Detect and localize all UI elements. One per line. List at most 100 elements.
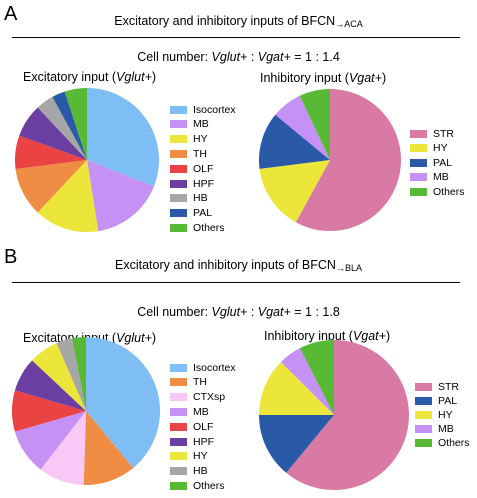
title-italic: Vglut+ (116, 70, 152, 84)
pie-slice-hb (56, 338, 86, 411)
title-suffix: ) (385, 329, 391, 343)
legend-swatch (415, 396, 432, 405)
legend-swatch (170, 393, 187, 402)
legend-item-isocortex: Isocortex (170, 361, 236, 374)
legend-label: Others (438, 436, 470, 449)
panel-b-header-sub: →BLA (335, 263, 362, 273)
ratio-prefix: Cell number: (137, 50, 212, 64)
pie-slice-hb (37, 96, 87, 160)
pie-slice-pal (52, 91, 87, 160)
legend-label: PAL (193, 207, 213, 220)
legend-item-isocortex: Isocortex (170, 103, 236, 116)
legend-item-pal: PAL (410, 156, 453, 169)
legend-swatch (170, 407, 187, 416)
pie-slice-th (15, 160, 87, 213)
legend-swatch (170, 481, 187, 490)
legend-label: Isocortex (193, 361, 236, 374)
title-prefix: Inhibitory input ( (264, 329, 353, 343)
legend-swatch (170, 363, 187, 372)
legend-label: Others (193, 221, 225, 234)
ratio-sep: : (247, 305, 258, 319)
legend-item-str: STR (410, 128, 454, 140)
title-italic: Vgat+ (348, 71, 382, 85)
pie-slice-others (64, 88, 87, 160)
title-suffix: ) (151, 331, 157, 345)
panel-a-header-sub: →ACA (335, 19, 363, 29)
pie-slice-pal (258, 114, 330, 169)
panel-a-divider (12, 37, 460, 38)
legend-item-pal: PAL (415, 395, 457, 407)
legend-item-hy: HY (415, 409, 453, 421)
legend-swatch (170, 120, 187, 129)
legend-swatch (170, 467, 187, 476)
legend-swatch (170, 422, 187, 431)
legend-swatch (170, 149, 187, 158)
legend-item-hb: HB (170, 465, 208, 477)
pie-slice-hpf (19, 107, 87, 160)
legend-item-hb: HB (170, 192, 208, 204)
legend-swatch (410, 129, 427, 138)
ratio-prefix: Cell number: (137, 305, 212, 319)
legend-label: STR (438, 380, 459, 393)
legend-item-hpf: HPF (170, 436, 214, 448)
panel-a-inhibitory-title: Inhibitory input (Vgat+) (260, 71, 386, 85)
title-prefix: Excitatory input ( (23, 70, 117, 84)
legend-swatch (415, 410, 432, 419)
legend-swatch (410, 173, 427, 181)
pie-slice-th (83, 411, 134, 485)
pie-slice-hpf (14, 360, 86, 411)
title-italic: Vglut+ (116, 331, 152, 345)
panel-a-header: Excitatory and inhibitory inputs of BFCN… (0, 14, 477, 29)
legend-label: MB (193, 405, 209, 418)
ratio-a: Vglut+ (211, 50, 248, 64)
panel-b-ratio: Cell number: Vglut+ : Vgat+ = 1 : 1.8 (0, 305, 477, 319)
legend-item-others: Others (410, 185, 465, 198)
panel-letter-a: A (4, 3, 18, 25)
legend-item-th: TH (170, 376, 207, 389)
legend-item-hy: HY (410, 142, 448, 154)
panel-b-divider (12, 282, 460, 283)
legend-label: MB (433, 171, 449, 183)
legend-item-hy: HY (170, 450, 208, 462)
title-prefix: Inhibitory input ( (260, 71, 349, 85)
pie-slice-isocortex (86, 337, 161, 469)
legend-item-others: Others (170, 221, 225, 234)
legend-item-hy: HY (170, 133, 208, 146)
ratio-b: Vgat+ (257, 305, 291, 319)
ratio-sep: : (247, 50, 258, 64)
pie-slice-others (72, 337, 86, 411)
pie-slice-olf (12, 390, 86, 432)
legend-label: HY (193, 133, 208, 146)
legend-swatch (170, 223, 187, 232)
panel-letter-b: B (4, 246, 18, 268)
pie-slice-str (286, 340, 409, 490)
legend-swatch (410, 144, 427, 152)
legend-item-mb: MB (410, 171, 449, 183)
title-italic: Vgat+ (352, 329, 386, 343)
pie-slice-mb (280, 348, 334, 415)
legend-swatch (170, 194, 187, 203)
legend-label: Others (433, 185, 465, 198)
ratio-suffix: = 1 : 1.4 (290, 50, 340, 64)
legend-label: TH (193, 376, 207, 389)
title-suffix: ) (151, 70, 157, 84)
legend-label: Isocortex (193, 103, 236, 116)
legend-swatch (170, 452, 187, 461)
pie-slice-others (299, 339, 334, 415)
panel-a-ratio: Cell number: Vglut+ : Vgat+ = 1 : 1.4 (0, 50, 477, 64)
legend-label: OLF (193, 420, 214, 433)
legend-item-ctxsp: CTXsp (170, 391, 225, 403)
legend-item-olf: OLF (170, 162, 214, 175)
legend-swatch (170, 164, 187, 173)
pie-slice-hy (259, 361, 334, 415)
legend-item-mb: MB (415, 423, 454, 435)
pie-slice-mb (14, 411, 86, 470)
pie-slice-mb (275, 95, 330, 160)
legend-swatch (170, 378, 187, 387)
legend-label: Others (193, 479, 225, 492)
legend-label: PAL (433, 156, 453, 169)
pie-slice-isocortex (87, 88, 159, 187)
ratio-b: Vgat+ (257, 50, 291, 64)
legend-label: OLF (193, 162, 214, 175)
